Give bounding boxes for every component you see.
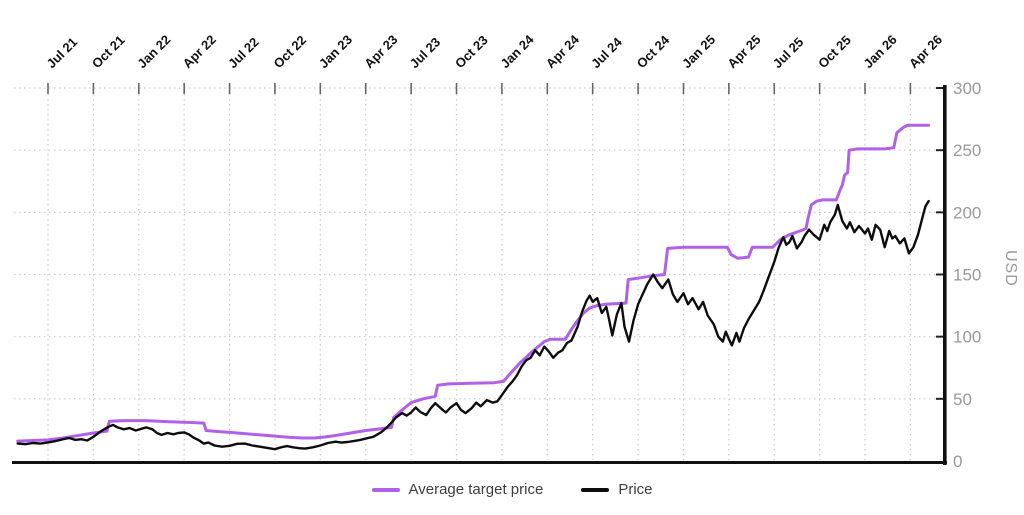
- x-axis-label: Oct 25: [815, 32, 854, 71]
- bottom-axis-line: [12, 461, 947, 464]
- legend-label: Average target price: [408, 481, 544, 498]
- average-target-price-line: [16, 123, 931, 443]
- y-axis-tick-label: 250: [953, 141, 981, 160]
- series-lines: [16, 123, 931, 451]
- top-axis-ticks: [47, 83, 912, 94]
- y-axis-tick-label: 100: [953, 328, 981, 347]
- right-axis-line: [943, 85, 947, 465]
- x-axis-label: Oct 22: [270, 32, 309, 71]
- x-axis-label: Jul 23: [407, 34, 444, 71]
- y-axis-tick-label: 200: [953, 203, 981, 222]
- price-swatch: [581, 487, 610, 492]
- x-axis-label: Jan 23: [316, 32, 355, 71]
- x-axis-label: Jan 22: [134, 32, 173, 71]
- x-axis-labels: Jul 21 Oct 21 Jan 22 Apr 22 Jul 22 Oct 22 Jan …: [44, 31, 946, 71]
- y-axis-tick-label: 0: [953, 452, 962, 471]
- y-axis-labels: 0 50 100 150 200 250 300: [953, 79, 981, 471]
- chart-legend: Average target price Price: [0, 481, 1024, 498]
- x-axis-label: Apr 25: [724, 32, 763, 71]
- x-axis-label: Apr 22: [180, 32, 219, 71]
- x-axis-label: Oct 24: [634, 32, 673, 71]
- x-axis-label: Apr 24: [543, 31, 583, 71]
- average-target-price-swatch: [371, 487, 400, 492]
- x-axis-label: Jan 26: [861, 32, 900, 71]
- y-axis-unit-label: USD: [1002, 250, 1019, 287]
- right-axis-ticks: [936, 87, 943, 400]
- legend-label: Price: [618, 481, 653, 498]
- x-axis-label: Jul 21: [44, 34, 81, 71]
- x-axis-label: Jan 24: [497, 31, 537, 71]
- y-axis-tick-label: 50: [953, 390, 972, 409]
- legend-item-average-target-price[interactable]: Average target price: [371, 481, 544, 498]
- x-axis-label: Jan 25: [679, 32, 718, 71]
- x-axis-label: Jul 25: [770, 34, 807, 71]
- x-axis-label: Jul 24: [588, 34, 625, 71]
- y-axis-tick-label: 300: [953, 79, 981, 98]
- price-line: [16, 199, 930, 451]
- x-axis-label: Oct 23: [452, 32, 491, 71]
- x-axis-label: Jul 22: [225, 34, 262, 71]
- x-axis-label: Oct 21: [89, 32, 128, 71]
- x-axis-label: Apr 23: [361, 32, 400, 71]
- legend-item-price[interactable]: Price: [581, 481, 653, 498]
- y-axis-tick-label: 150: [953, 266, 981, 285]
- x-axis-label: Apr 26: [906, 32, 945, 71]
